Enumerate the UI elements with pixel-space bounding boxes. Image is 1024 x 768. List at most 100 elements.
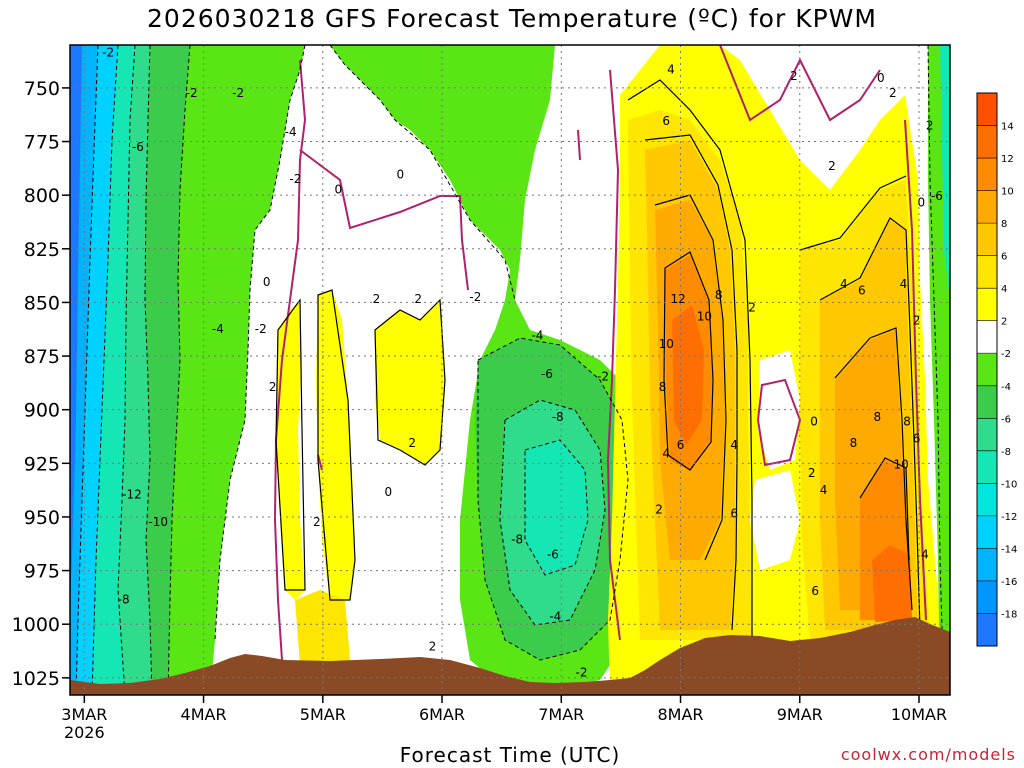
band-yellow-1 — [276, 300, 305, 600]
warm-contour — [654, 194, 727, 561]
x-axis-label: Forecast Time (UTC) — [399, 743, 621, 767]
cold-contour — [499, 399, 606, 626]
y-tick-label: 925 — [24, 453, 60, 475]
colorbar-swatch — [977, 190, 997, 224]
contour-label: 0 — [385, 485, 393, 499]
contour-label: 4 — [820, 483, 828, 497]
contour-label: 2 — [655, 502, 663, 516]
band-cold-edge-2 — [940, 45, 950, 300]
contour-label: 6 — [811, 584, 819, 598]
warm-contour — [834, 327, 913, 611]
cold-contour — [144, 45, 153, 695]
contour-label: 0 — [396, 168, 404, 182]
y-tick-label: 825 — [24, 239, 60, 261]
contour-label: 4 — [730, 438, 738, 452]
band-white-hole-2 — [750, 470, 800, 570]
colorbar-label: -8 — [1001, 447, 1011, 458]
warm-contour — [374, 298, 446, 466]
colorbar-label: 14 — [1001, 122, 1014, 133]
cold-contour — [477, 337, 629, 661]
contour-label: -12 — [122, 487, 142, 501]
cold-contour — [927, 45, 945, 695]
colorbar-label: -16 — [1001, 577, 1017, 588]
y-tick-label: 950 — [24, 507, 60, 529]
band-red-orange — [672, 305, 704, 445]
contour-label: 4 — [921, 547, 929, 561]
contour-label: 0 — [334, 183, 342, 197]
colorbar-swatch — [977, 450, 997, 484]
y-axis: 750 775 800 825 850 875 900 925 950 975 1000 1025 — [12, 78, 70, 690]
x-tick-label: 5MAR — [300, 705, 346, 724]
colorbar-label: -6 — [1001, 414, 1011, 425]
colorbar-swatch — [977, 158, 997, 192]
colorbar-label: -18 — [1001, 609, 1017, 620]
colorbar-swatch — [977, 288, 997, 322]
warm-contour — [317, 289, 356, 601]
contour-label: -2 — [576, 665, 588, 679]
contour-label: 0 — [810, 414, 818, 428]
contour-label: 4 — [900, 277, 908, 291]
contour-label: -6 — [547, 547, 559, 561]
y-tick-label: 975 — [24, 561, 60, 583]
warm-contour — [859, 457, 910, 561]
contour-label: 2 — [429, 640, 437, 654]
contour-label: 2 — [414, 292, 422, 306]
colorbar-swatch — [977, 613, 997, 647]
colorbar-swatch — [977, 385, 997, 419]
contour-label: 2 — [828, 159, 836, 173]
colorbar-label: 6 — [1001, 252, 1007, 263]
warm-contour — [275, 298, 306, 591]
zero-contour — [577, 129, 581, 161]
x-tick-label: 4MAR — [181, 705, 227, 724]
colorbar-label: 2 — [1001, 317, 1007, 328]
contour-label: -10 — [148, 515, 168, 529]
contour-label: 8 — [873, 410, 881, 424]
contour-label: -2 — [289, 172, 301, 186]
colorbar-swatch — [977, 320, 997, 354]
contour-label: -2 — [232, 86, 244, 100]
colorbar-swatch — [977, 418, 997, 452]
contour-label: 2 — [313, 515, 321, 529]
y-tick-label: 1000 — [12, 614, 60, 636]
x-tick-label: 7MAR — [538, 705, 584, 724]
band-yellow-3 — [375, 300, 445, 465]
credit-link[interactable]: coolwx.com/models — [840, 745, 1016, 764]
colorbar-label: 8 — [1001, 219, 1007, 230]
contour-label: -4 — [531, 329, 543, 343]
colorbar-swatch — [977, 548, 997, 582]
contour-label: 6 — [913, 432, 921, 446]
contour-label: 4 — [667, 63, 675, 77]
colorbar-frame — [976, 92, 998, 647]
cold-contour — [117, 45, 136, 695]
colorbar-swatch — [977, 580, 997, 614]
y-tick-label: 1025 — [12, 668, 60, 690]
contour-label: -2 — [597, 369, 609, 383]
contour-label: 2 — [808, 466, 816, 480]
cold-contour — [524, 439, 589, 576]
contour-label: 8 — [903, 414, 911, 428]
colorbar-label: 4 — [1001, 284, 1007, 295]
zero-contour — [606, 69, 621, 641]
zero-contour — [719, 45, 881, 122]
contour-label: 0 — [263, 275, 271, 289]
contour-label: 2 — [408, 436, 416, 450]
cold-contour — [214, 45, 306, 641]
warm-contour — [644, 134, 738, 631]
zero-contour — [273, 59, 307, 661]
colorbar-label: -4 — [1001, 382, 1011, 393]
contour-label: -8 — [552, 410, 564, 424]
colorbar-swatch — [977, 223, 997, 257]
contour-label: -6 — [541, 367, 553, 381]
y-tick-label: 900 — [24, 400, 60, 422]
contour-labels: -2-2 -2-4-6-2 000-4 -222 2 -2202-4-6-8-2-8-6-… — [102, 45, 943, 679]
band-aqua-core — [525, 440, 588, 575]
band-yellow-2 — [316, 290, 355, 600]
y-tick-label: 875 — [24, 346, 60, 368]
contour-label: 8 — [715, 288, 723, 302]
contour-label: 2 — [913, 314, 921, 328]
warm-contour — [663, 251, 714, 471]
colorbar-label: 10 — [1001, 187, 1014, 198]
warm-contour — [799, 175, 907, 251]
x-axis: 3MAR 4MAR 5MAR 6MAR 7MAR 8MAR 9MAR 10MAR 2026 — [61, 695, 947, 742]
cold-contour — [75, 45, 99, 695]
